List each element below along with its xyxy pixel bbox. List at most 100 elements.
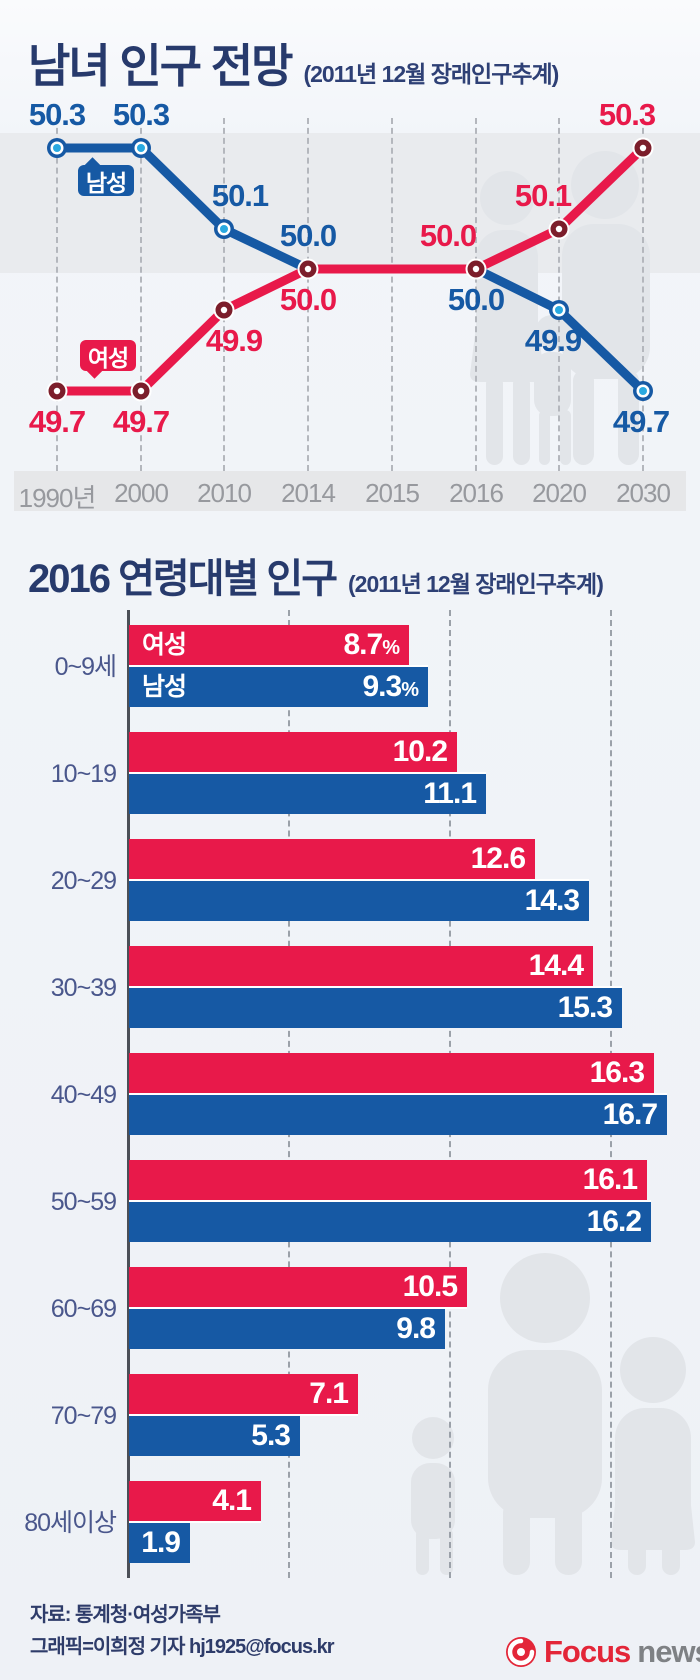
chart1-title-row: 남녀 인구 전망 (2011년 12월 장래인구추계) <box>28 30 559 96</box>
female-value-label: 49.9 <box>205 323 263 358</box>
female-value-label: 50.1 <box>514 178 572 213</box>
male-point <box>47 138 67 158</box>
female-line <box>52 143 648 396</box>
female-bar: 14.4 <box>129 946 593 986</box>
female-series-label: 여성 <box>87 344 129 371</box>
female-bar-series-label: 여성 <box>142 631 187 659</box>
female-point <box>297 258 319 280</box>
chart1-value-labels: 50.3 50.3 50.1 50.0 50.0 49.9 49.7 49.7 49.7 49.9… <box>0 0 700 520</box>
gridline <box>223 118 225 471</box>
female-bar: 16.3 <box>129 1053 654 1093</box>
source-note: 자료: 통계청·여성가족부 <box>30 1604 221 1626</box>
male-point <box>549 300 569 320</box>
focus-logo-icon <box>506 1637 536 1667</box>
chart1-title: 남녀 인구 전망 <box>28 40 293 92</box>
x-axis-label: 2014 <box>281 478 336 508</box>
gridline <box>449 610 451 1578</box>
category-label: 60~69 <box>50 1295 117 1323</box>
gridline <box>307 118 309 471</box>
gridline <box>140 118 142 471</box>
bar-value-label: 16.2 <box>586 1205 642 1238</box>
category-label: 50~59 <box>50 1188 117 1216</box>
bar-value-label: 12.6 <box>470 842 526 875</box>
male-point <box>214 219 234 239</box>
female-point <box>465 258 487 280</box>
male-value-label: 49.7 <box>612 404 670 439</box>
male-value-label: 50.0 <box>447 282 505 317</box>
female-point <box>46 380 68 402</box>
female-value-label: 50.0 <box>279 282 337 317</box>
male-value-label: 50.3 <box>28 97 86 132</box>
bar-value-label: 16.1 <box>582 1163 638 1196</box>
gridline <box>56 118 58 471</box>
female-point <box>213 299 235 321</box>
bar-value-unit: % <box>401 679 419 701</box>
bar-value-label: 7.1 <box>309 1377 349 1410</box>
category-label: 30~39 <box>50 974 117 1002</box>
female-point <box>130 380 152 402</box>
bar-value-label: 15.3 <box>557 991 613 1024</box>
category-label: 70~79 <box>50 1402 117 1430</box>
x-axis-label: 2020 <box>532 478 587 508</box>
female-bar: 7.1 <box>129 1374 358 1414</box>
male-value-label: 49.9 <box>524 323 582 358</box>
bar-value-label: 10.5 <box>402 1270 458 1303</box>
female-bar: 16.1 <box>129 1160 647 1200</box>
category-label: 10~19 <box>50 760 117 788</box>
category-label: 0~9세 <box>54 653 117 681</box>
female-bar: 여성 8.7% <box>129 625 409 665</box>
bar-value-label: 16.3 <box>589 1056 645 1089</box>
bar-value-label: 16.7 <box>602 1098 658 1131</box>
family-silhouette-bottom <box>411 1253 695 1575</box>
gridline <box>288 610 290 1578</box>
focus-logo-brand: Focus <box>544 1634 631 1669</box>
chart1-plot <box>46 137 654 402</box>
chart1-x-axis-band: 1990년 2000 2010 2014 2015 2016 2020 2030 <box>14 471 686 513</box>
male-point <box>633 381 653 401</box>
male-series-label: 남성 <box>85 169 127 196</box>
x-axis-label: 2030 <box>616 478 671 508</box>
x-axis-label: 2010 <box>197 478 252 508</box>
category-label: 20~29 <box>50 867 117 895</box>
bar-value-label: 4.1 <box>212 1484 252 1517</box>
gridline <box>642 118 644 471</box>
male-value-label: 50.0 <box>279 218 337 253</box>
female-series-callout: 여성 <box>80 340 136 379</box>
chart1-subtitle: (2011년 12월 장래인구추계) <box>303 61 559 87</box>
female-point <box>632 137 654 159</box>
female-value-label: 49.7 <box>112 404 170 439</box>
bar-value-label: 1.9 <box>141 1526 181 1559</box>
female-value-label: 49.7 <box>28 404 86 439</box>
male-bar: 16.2 <box>129 1202 651 1242</box>
male-bar: 15.3 <box>129 988 622 1028</box>
male-series-callout: 남성 <box>78 157 134 196</box>
bar-value-label: 9.8 <box>396 1312 436 1345</box>
bar-value-label: 10.2 <box>392 735 448 768</box>
female-value-label: 50.0 <box>419 218 477 253</box>
male-point <box>131 138 151 158</box>
chart2-subtitle: (2011년 12월 장래인구추계) <box>348 571 604 597</box>
gridline <box>610 610 612 1578</box>
credit-note: 그래픽=이희정 기자 hj1925@focus.kr <box>30 1636 335 1658</box>
female-point <box>548 218 570 240</box>
male-bar: 9.8 <box>129 1309 445 1349</box>
male-bar: 1.9 <box>129 1523 190 1563</box>
gridline <box>391 118 393 471</box>
bar-value-label: 9.3% <box>362 670 419 703</box>
x-axis-label: 2016 <box>449 478 504 508</box>
focus-logo-suffix: news <box>637 1634 700 1669</box>
female-bar: 10.5 <box>129 1267 467 1307</box>
female-value-label: 50.3 <box>598 97 656 132</box>
category-label: 40~49 <box>50 1081 117 1109</box>
female-bar: 4.1 <box>129 1481 261 1521</box>
x-axis-label: 1990년 <box>18 483 97 513</box>
bar-value-unit: % <box>382 637 400 659</box>
gridline <box>558 118 560 471</box>
male-value-label: 50.1 <box>211 178 269 213</box>
bar-value-label: 11.1 <box>423 777 477 810</box>
chart2-title: 2016 연령대별 인구 <box>28 557 338 601</box>
male-bar: 11.1 <box>129 774 486 814</box>
x-axis-label: 2000 <box>114 478 169 508</box>
bar-value-label: 14.4 <box>528 949 584 982</box>
